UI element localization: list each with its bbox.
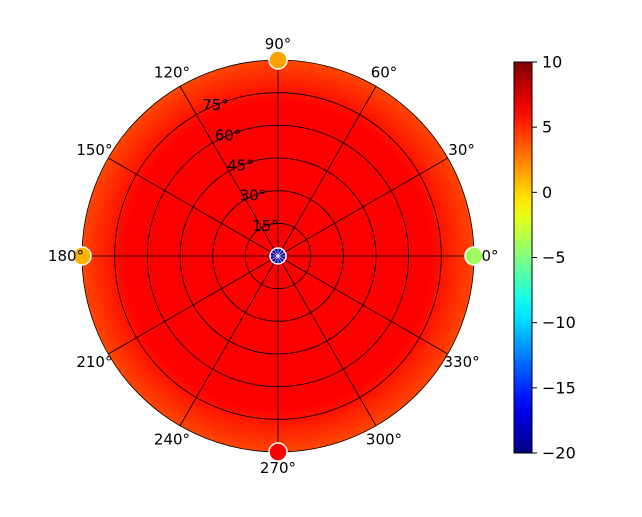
center-grid-overlay: [270, 248, 286, 264]
angle-grid-spoke: [179, 86, 279, 257]
center-spoke: [277, 255, 286, 264]
center-spoke: [270, 248, 279, 257]
data-point: [464, 246, 484, 266]
colorbar-tick-label: −5: [542, 248, 566, 267]
colorbar-tick-label: −20: [542, 444, 576, 463]
angle-tick-label: 180°: [48, 247, 84, 265]
polar-points: [72, 50, 484, 462]
angle-grid-spoke: [108, 255, 279, 355]
radial-tick-label: 15°: [252, 217, 279, 235]
radial-tick-label: 75°: [202, 96, 229, 114]
center-spoke: [270, 255, 279, 264]
angle-tick-label: 90°: [265, 35, 292, 53]
radial-tick-label: 45°: [227, 156, 254, 174]
colorbar-tick-label: 10: [542, 53, 562, 72]
angle-grid-spoke: [179, 255, 279, 426]
angle-tick-label: 330°: [444, 353, 480, 371]
angle-tick-label: 270°: [260, 459, 296, 477]
center-spoke: [277, 248, 286, 257]
center-spoke: [277, 255, 286, 264]
colorbar-tick-label: −15: [542, 378, 576, 397]
center-spoke: [270, 248, 279, 257]
angle-grid-spoke: [277, 255, 448, 355]
angle-tick-label: 300°: [366, 431, 402, 449]
angle-tick-labels: 0° 30° 60° 90° 120° 150° 180° 210° 240° 270° 300° 3…: [48, 35, 499, 477]
angle-tick-label: 210°: [76, 353, 112, 371]
colorbar-tick-label: −10: [542, 313, 576, 332]
angle-tick-label: 60°: [371, 63, 398, 81]
colorbar: 10 5 0 −5 −10 −15 −20: [513, 53, 576, 463]
data-point: [268, 442, 288, 462]
angle-grid-spoke: [277, 86, 377, 257]
angle-tick-label: 150°: [76, 141, 112, 159]
data-point: [268, 50, 288, 70]
radial-tick-label: 30°: [240, 187, 267, 205]
radial-tick-labels: 15° 30° 45° 60° 75°: [202, 96, 279, 235]
angle-grid-spoke: [277, 255, 377, 426]
angle-tick-label: 240°: [154, 431, 190, 449]
colorbar-gradient: [513, 61, 533, 454]
angle-grid-spoke: [277, 157, 448, 257]
angle-tick-label: 30°: [448, 141, 475, 159]
angle-grid-spoke: [108, 157, 279, 257]
radial-tick-label: 60°: [215, 126, 242, 144]
center-spoke: [277, 248, 286, 257]
angle-tick-label: 0°: [481, 247, 498, 265]
colorbar-tick-label: 0: [542, 183, 552, 202]
colorbar-tick-label: 5: [542, 118, 552, 137]
data-point: [72, 246, 92, 266]
center-spoke: [270, 255, 279, 264]
angle-tick-label: 120°: [154, 63, 190, 81]
